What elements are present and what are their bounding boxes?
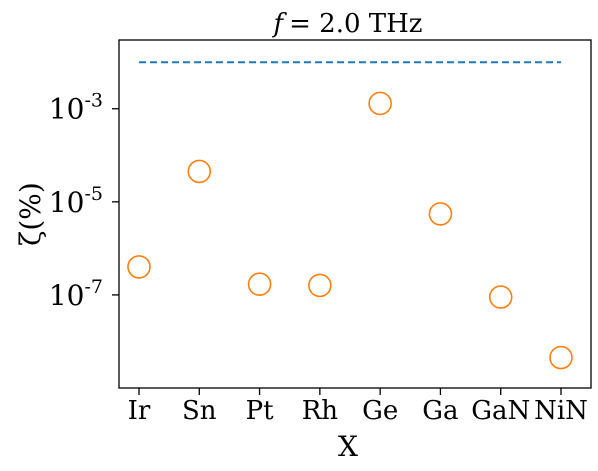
title-variable: f <box>271 9 287 39</box>
plot-area <box>118 39 592 389</box>
data-markers <box>127 91 573 370</box>
data-point <box>187 159 212 184</box>
y-tick-label: 10-3 <box>49 90 103 126</box>
y-ticks: 10-3 10-5 10-7 <box>49 90 119 312</box>
data-point <box>549 345 573 370</box>
data-point <box>308 273 332 298</box>
x-tick-label: Ir <box>128 396 151 426</box>
data-point <box>428 202 453 226</box>
x-axis-label: X <box>338 430 358 463</box>
data-point <box>247 272 272 296</box>
x-tick-label: Pt <box>246 396 274 426</box>
svg-text:f= 2.0 THz: f = 2.0 THz <box>271 9 422 39</box>
x-tick-label: NiN <box>534 396 588 426</box>
x-tick-label: Sn <box>182 396 217 426</box>
data-point <box>488 285 513 309</box>
y-axis-label: ζ(%) <box>14 182 47 246</box>
title-value: = 2.0 THz <box>289 9 422 39</box>
x-tick-label: GaN <box>471 396 530 426</box>
x-tick-label: Ga <box>422 396 458 426</box>
chart-title: f = 2.0 THz <box>271 9 422 39</box>
y-tick-label: 10-5 <box>49 183 103 219</box>
x-tick-label: Ge <box>362 396 398 426</box>
data-point <box>368 91 392 116</box>
y-tick-label: 10-7 <box>49 276 103 312</box>
x-tick-label: Rh <box>302 396 339 426</box>
data-point <box>127 255 151 279</box>
x-ticks: Ir Sn Pt Rh Ge Ga GaN NiN <box>128 388 588 426</box>
